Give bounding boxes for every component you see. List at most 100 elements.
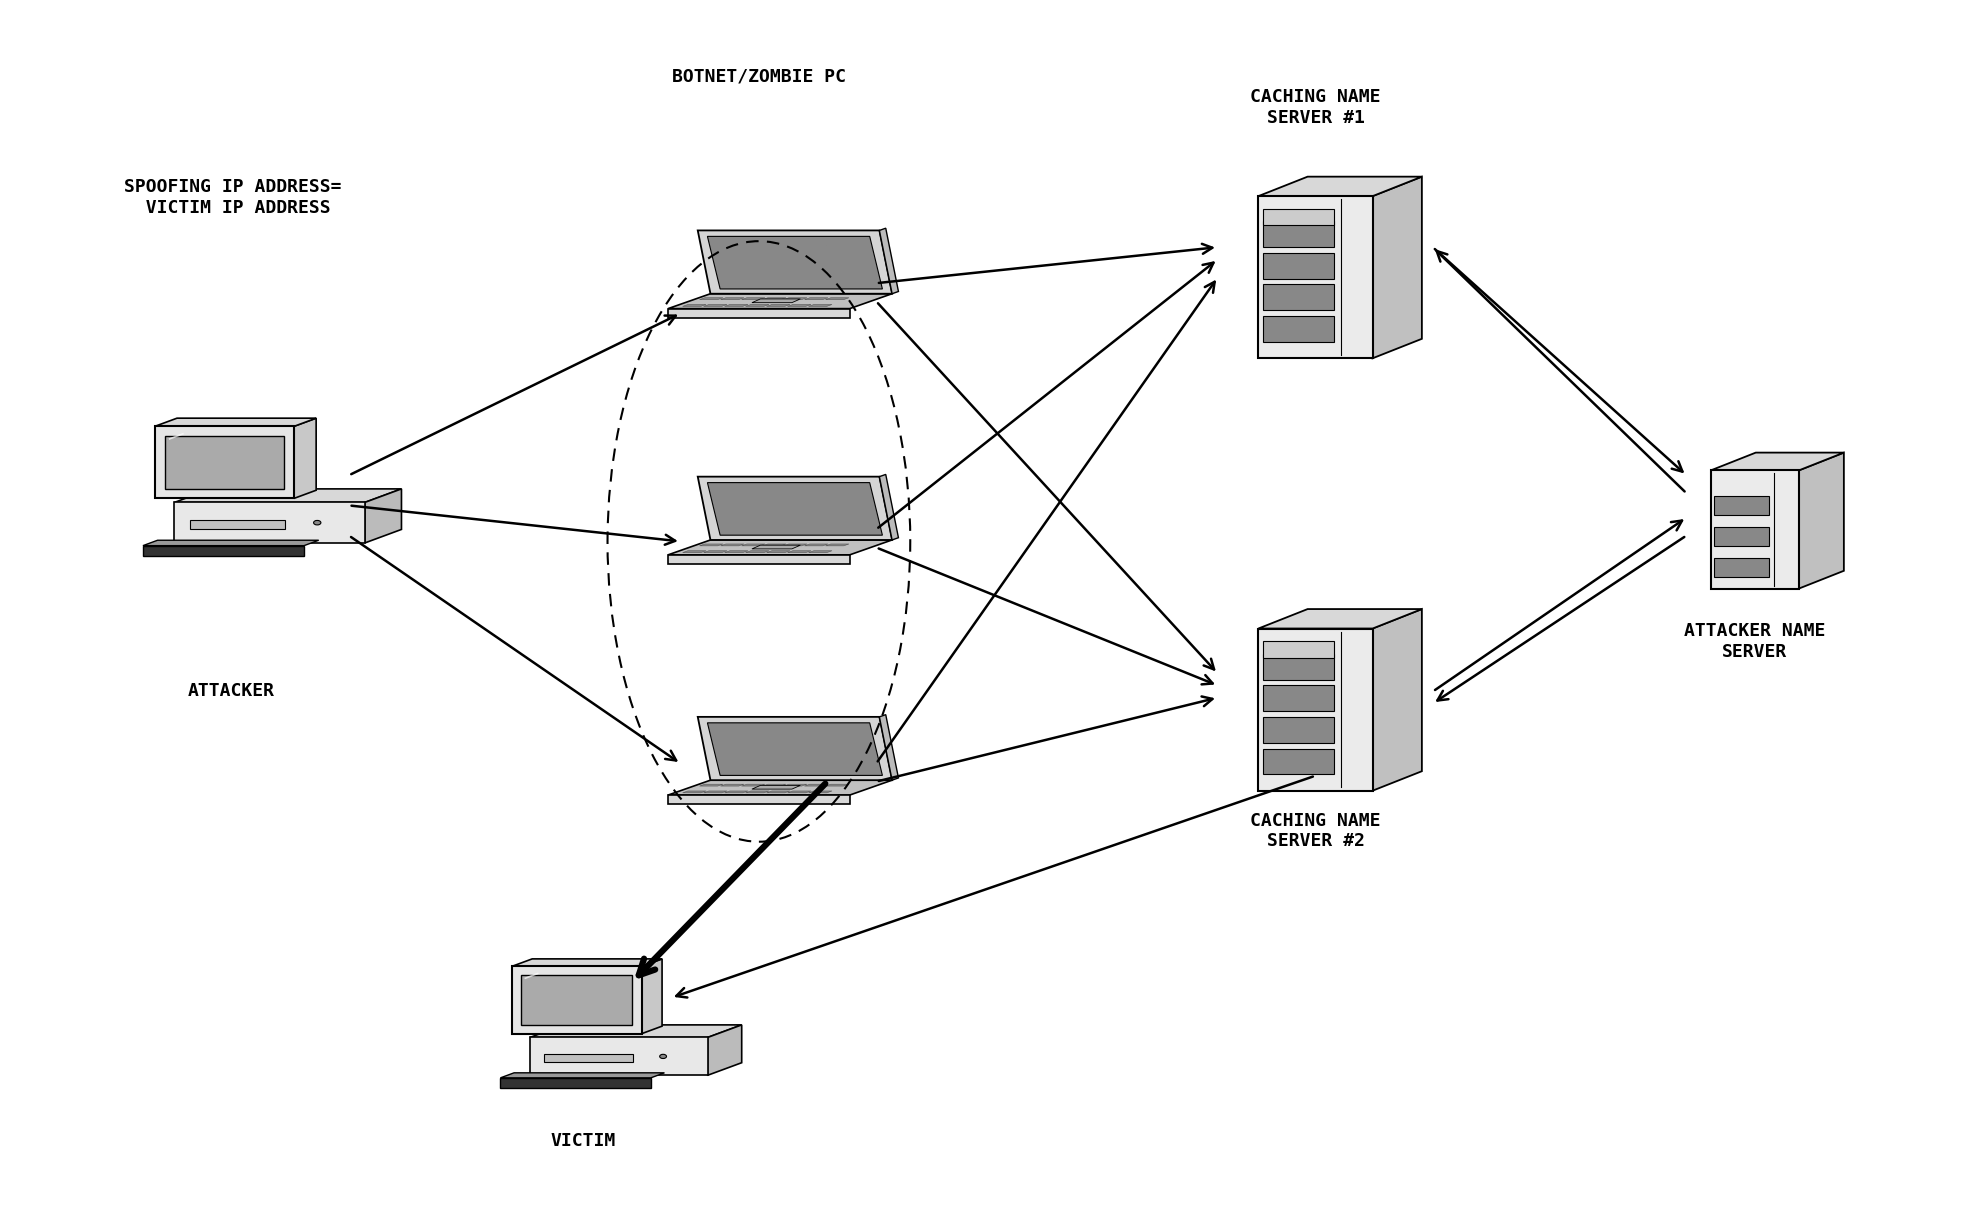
Polygon shape bbox=[879, 714, 899, 780]
Bar bbox=[511, 966, 641, 1034]
Polygon shape bbox=[879, 474, 899, 539]
Bar bbox=[1259, 628, 1373, 791]
Text: VICTIM: VICTIM bbox=[551, 1132, 616, 1151]
Polygon shape bbox=[808, 791, 832, 793]
Polygon shape bbox=[767, 305, 791, 306]
Text: CACHING NAME
SERVER #2: CACHING NAME SERVER #2 bbox=[1251, 812, 1381, 850]
Polygon shape bbox=[805, 784, 828, 786]
Polygon shape bbox=[787, 791, 810, 793]
Bar bbox=[669, 309, 850, 317]
Polygon shape bbox=[708, 1025, 742, 1075]
Polygon shape bbox=[683, 791, 706, 793]
Bar bbox=[1263, 717, 1334, 742]
Bar bbox=[165, 436, 283, 488]
Polygon shape bbox=[805, 544, 828, 546]
Bar bbox=[1715, 497, 1768, 515]
Polygon shape bbox=[826, 544, 850, 546]
Bar bbox=[1263, 253, 1334, 278]
Polygon shape bbox=[1711, 453, 1843, 470]
Polygon shape bbox=[826, 784, 850, 786]
Polygon shape bbox=[745, 791, 769, 793]
Polygon shape bbox=[720, 544, 744, 546]
Polygon shape bbox=[808, 550, 832, 553]
Polygon shape bbox=[708, 723, 883, 775]
Bar bbox=[1711, 470, 1800, 588]
Bar bbox=[669, 555, 850, 564]
Polygon shape bbox=[700, 544, 724, 546]
Polygon shape bbox=[720, 784, 744, 786]
Polygon shape bbox=[724, 791, 747, 793]
Circle shape bbox=[313, 520, 321, 525]
Text: ATTACKER NAME
SERVER: ATTACKER NAME SERVER bbox=[1684, 622, 1825, 661]
Polygon shape bbox=[763, 784, 787, 786]
Bar bbox=[175, 503, 364, 543]
Polygon shape bbox=[364, 488, 401, 543]
Polygon shape bbox=[511, 959, 663, 966]
Polygon shape bbox=[767, 550, 791, 553]
Polygon shape bbox=[700, 784, 724, 786]
Polygon shape bbox=[641, 959, 663, 1034]
Bar bbox=[155, 426, 295, 498]
Polygon shape bbox=[708, 482, 883, 535]
Bar bbox=[669, 795, 850, 804]
Polygon shape bbox=[700, 298, 724, 300]
Polygon shape bbox=[751, 299, 801, 303]
Polygon shape bbox=[787, 550, 810, 553]
Bar bbox=[545, 1053, 633, 1062]
Bar bbox=[1263, 642, 1334, 657]
Polygon shape bbox=[704, 550, 728, 553]
Polygon shape bbox=[295, 418, 317, 498]
Polygon shape bbox=[500, 1073, 665, 1078]
Polygon shape bbox=[745, 550, 769, 553]
Polygon shape bbox=[808, 305, 832, 306]
Polygon shape bbox=[763, 544, 787, 546]
Bar bbox=[144, 546, 305, 556]
Bar bbox=[521, 976, 631, 1025]
Polygon shape bbox=[783, 298, 806, 300]
Polygon shape bbox=[144, 541, 319, 546]
Polygon shape bbox=[1259, 609, 1422, 628]
Polygon shape bbox=[669, 539, 893, 555]
Polygon shape bbox=[805, 298, 828, 300]
Bar bbox=[529, 1038, 708, 1075]
Polygon shape bbox=[683, 550, 706, 553]
Polygon shape bbox=[724, 305, 747, 306]
Polygon shape bbox=[704, 305, 728, 306]
Polygon shape bbox=[669, 780, 893, 795]
Polygon shape bbox=[767, 791, 791, 793]
Polygon shape bbox=[175, 488, 401, 503]
Bar bbox=[1263, 654, 1334, 679]
Polygon shape bbox=[745, 305, 769, 306]
Polygon shape bbox=[742, 298, 765, 300]
Bar bbox=[1263, 284, 1334, 311]
Bar bbox=[1715, 527, 1768, 546]
Polygon shape bbox=[763, 298, 787, 300]
Text: SPOOFING IP ADDRESS=
  VICTIM IP ADDRESS: SPOOFING IP ADDRESS= VICTIM IP ADDRESS bbox=[124, 179, 342, 217]
Polygon shape bbox=[783, 784, 806, 786]
Polygon shape bbox=[698, 231, 893, 294]
Polygon shape bbox=[704, 791, 728, 793]
Bar bbox=[500, 1078, 651, 1087]
Bar bbox=[189, 520, 285, 529]
Polygon shape bbox=[751, 785, 801, 789]
Bar bbox=[1263, 316, 1334, 343]
Polygon shape bbox=[1373, 609, 1422, 791]
Bar bbox=[1259, 196, 1373, 358]
Polygon shape bbox=[783, 544, 806, 546]
Text: CACHING NAME
SERVER #1: CACHING NAME SERVER #1 bbox=[1251, 89, 1381, 128]
Polygon shape bbox=[1259, 176, 1422, 196]
Text: BOTNET/ZOMBIE PC: BOTNET/ZOMBIE PC bbox=[673, 67, 846, 85]
Polygon shape bbox=[742, 784, 765, 786]
Polygon shape bbox=[720, 298, 744, 300]
Polygon shape bbox=[724, 550, 747, 553]
Polygon shape bbox=[787, 305, 810, 306]
Bar bbox=[1263, 748, 1334, 774]
Polygon shape bbox=[1373, 176, 1422, 358]
Polygon shape bbox=[698, 476, 893, 539]
Polygon shape bbox=[1800, 453, 1843, 588]
Polygon shape bbox=[826, 298, 850, 300]
Bar bbox=[1715, 558, 1768, 577]
Polygon shape bbox=[669, 294, 893, 309]
Polygon shape bbox=[529, 1025, 742, 1038]
Polygon shape bbox=[683, 305, 706, 306]
